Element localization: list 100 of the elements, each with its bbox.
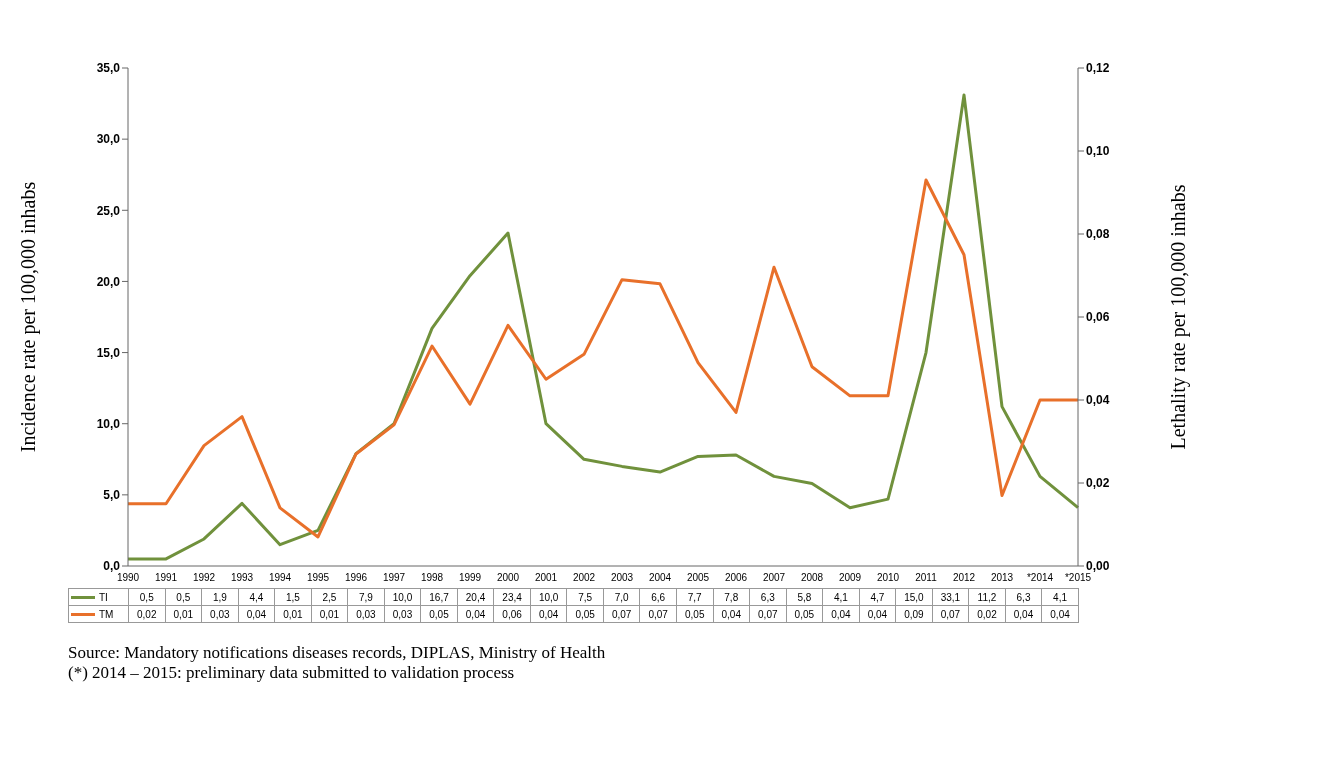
- data-label: 7,9: [347, 588, 385, 606]
- data-label: 0,07: [932, 605, 969, 623]
- data-label: 1,5: [274, 588, 312, 606]
- data-label: 5,8: [786, 588, 823, 606]
- data-label: 0,03: [384, 605, 421, 623]
- data-label: 2,5: [311, 588, 348, 606]
- data-label: 0,05: [786, 605, 823, 623]
- y2-tick-label: 0,12: [1086, 61, 1110, 76]
- data-label: 0,04: [859, 605, 896, 623]
- data-label: 0,07: [603, 605, 640, 623]
- y2-tick-label: 0,02: [1086, 476, 1110, 491]
- data-label: 0,04: [530, 605, 567, 623]
- y2-axis-title: Lethality rate per 100,000 inhabs: [1167, 184, 1191, 450]
- text: (*) 2014 – 2015: preliminary data submitted to validation process: [68, 663, 516, 683]
- x-tick-label: 2001: [534, 572, 558, 584]
- x-tick-label: 2007: [762, 572, 786, 584]
- x-tick-label: 1991: [154, 572, 178, 584]
- x-tick-label: 2006: [724, 572, 748, 584]
- y-tick-label: 25,0: [96, 203, 121, 218]
- data-label: 0,01: [274, 605, 312, 623]
- data-label: 23,4: [493, 588, 531, 606]
- data-label: 0,07: [639, 605, 677, 623]
- y-tick-label: 15,0: [96, 345, 121, 360]
- data-label: 6,6: [639, 588, 677, 606]
- data-label: 0,05: [676, 605, 713, 623]
- x-tick-label: *2015: [1064, 572, 1092, 584]
- x-tick-label: 2002: [572, 572, 596, 584]
- y-tick-label: 0,0: [103, 559, 121, 574]
- x-tick-label: 1992: [192, 572, 216, 584]
- y-tick-label: 10,0: [96, 416, 121, 431]
- data-label: 10,0: [530, 588, 567, 606]
- data-label: 0,01: [165, 605, 202, 623]
- data-label: 4,4: [238, 588, 275, 606]
- y-tick-label: 35,0: [96, 61, 121, 76]
- data-label: 7,0: [603, 588, 640, 606]
- x-tick-label: 2009: [838, 572, 862, 584]
- data-label: 0,04: [713, 605, 750, 623]
- x-tick-label: 1993: [230, 572, 254, 584]
- data-label: 0,07: [749, 605, 787, 623]
- data-label: 0,04: [1005, 605, 1042, 623]
- y-axis-title: Incidence rate per 100,000 inhabs: [17, 181, 41, 453]
- data-label: 6,3: [1005, 588, 1042, 606]
- y-tick-label: 5,0: [103, 488, 121, 503]
- data-label: 20,4: [457, 588, 494, 606]
- data-label: 4,7: [859, 588, 896, 606]
- x-tick-label: 2013: [990, 572, 1014, 584]
- data-label: 0,01: [311, 605, 348, 623]
- legend-label: TI: [68, 588, 129, 606]
- data-label: 7,7: [676, 588, 713, 606]
- data-label: 0,06: [493, 605, 531, 623]
- data-label: 33,1: [932, 588, 969, 606]
- data-label: 0,04: [822, 605, 860, 623]
- data-label: 0,04: [1041, 605, 1079, 623]
- y2-tick-label: 0,06: [1086, 310, 1110, 325]
- data-label: 4,1: [1041, 588, 1079, 606]
- y2-tick-label: 0,00: [1086, 559, 1110, 574]
- data-label: 15,0: [895, 588, 933, 606]
- data-label: 0,03: [347, 605, 385, 623]
- line-series: [126, 93, 1080, 561]
- data-label: 0,04: [457, 605, 494, 623]
- data-label: 6,3: [749, 588, 787, 606]
- x-tick-label: 1994: [268, 572, 292, 584]
- x-tick-label: 1996: [344, 572, 368, 584]
- legend-label: TM: [68, 605, 129, 623]
- data-label: 1,9: [201, 588, 239, 606]
- x-tick-label: 2000: [496, 572, 520, 584]
- data-label: 0,04: [238, 605, 275, 623]
- x-tick-label: 2005: [686, 572, 710, 584]
- data-label: 0,05: [420, 605, 458, 623]
- x-tick-label: 1997: [382, 572, 406, 584]
- y2-tick-label: 0,10: [1086, 144, 1110, 159]
- y2-tick-label: 0,08: [1086, 227, 1110, 242]
- y-tick-label: 20,0: [96, 274, 121, 289]
- x-tick-label: 2012: [952, 572, 976, 584]
- data-label: 16,7: [420, 588, 458, 606]
- data-label: 0,05: [566, 605, 604, 623]
- data-label: 0,5: [165, 588, 202, 606]
- x-tick-label: 1999: [458, 572, 482, 584]
- x-tick-label: 2008: [800, 572, 824, 584]
- data-label: 7,5: [566, 588, 604, 606]
- data-label: 10,0: [384, 588, 421, 606]
- data-label: 0,02: [128, 605, 166, 623]
- x-tick-label: 1998: [420, 572, 444, 584]
- x-tick-label: *2014: [1026, 572, 1054, 584]
- x-tick-label: 2011: [915, 572, 938, 584]
- data-label: 7,8: [713, 588, 750, 606]
- data-label: 4,1: [822, 588, 860, 606]
- data-label: 0,5: [128, 588, 166, 606]
- x-tick-label: 2003: [610, 572, 634, 584]
- line-series: [126, 178, 1080, 539]
- data-label: 11,2: [968, 588, 1006, 606]
- x-tick-label: 1995: [306, 572, 330, 584]
- data-label: 0,03: [201, 605, 239, 623]
- x-tick-label: 2010: [876, 572, 900, 584]
- y-tick-label: 30,0: [96, 132, 121, 147]
- data-label: 0,09: [895, 605, 933, 623]
- y2-tick-label: 0,04: [1086, 393, 1110, 408]
- data-label: 0,02: [968, 605, 1006, 623]
- x-tick-label: 1990: [116, 572, 140, 584]
- source-note: Source: Mandatory notifications diseases records, DIPLAS, Ministry of Health: [68, 643, 607, 663]
